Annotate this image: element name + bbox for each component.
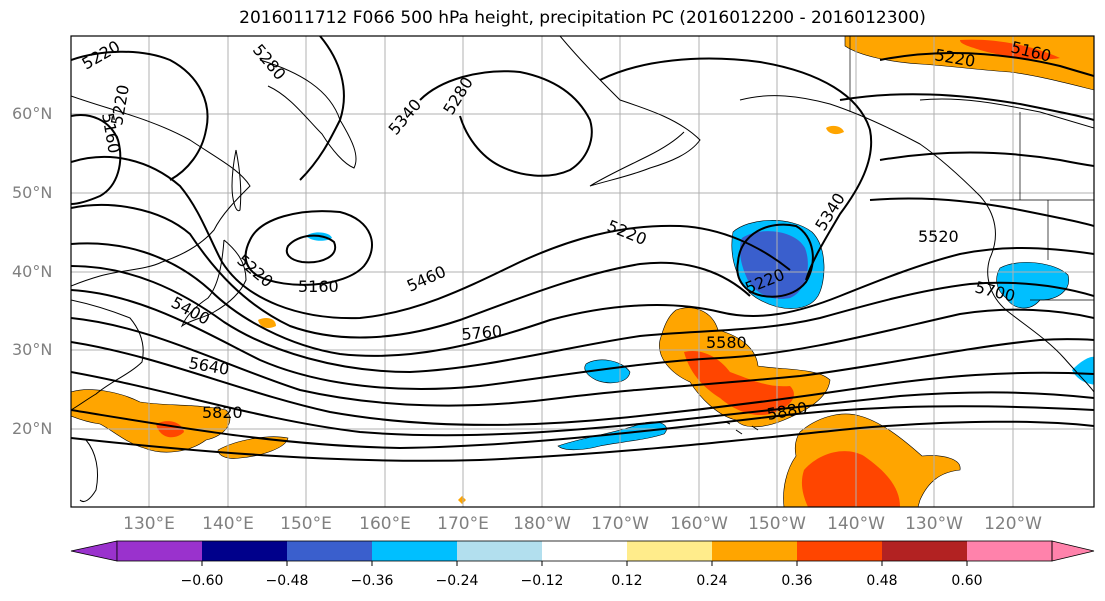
lon-label: 180°W [513, 514, 571, 534]
precip-shading [71, 36, 1094, 507]
lat-label: 20°N [12, 419, 53, 438]
lat-label: 60°N [12, 104, 53, 123]
map-frame [70, 35, 1095, 508]
coast-china [71, 299, 144, 411]
colorbar [70, 540, 1095, 566]
colorbar-segment [712, 541, 797, 561]
colorbar-tick-label: −0.24 [435, 573, 479, 589]
border-canada-interior [1019, 112, 1049, 260]
coastlines [71, 36, 1094, 503]
lon-label: 130°E [123, 514, 175, 534]
lat-label: 30°N [12, 340, 53, 359]
colorbar-segment [797, 541, 882, 561]
contour-label: 5580 [706, 333, 747, 352]
lon-label: 120°W [984, 514, 1042, 534]
colorbar-segment [117, 541, 202, 561]
colorbar-tick-label: 0.12 [611, 573, 643, 589]
colorbar-segment [882, 541, 967, 561]
contour-label: 5760 [461, 322, 503, 344]
colorbar-segment [627, 541, 712, 561]
colorbar-segment [457, 541, 542, 561]
coast-kamchatka [259, 59, 357, 169]
coast-sakhalin [231, 149, 242, 212]
colorbar-segment [202, 541, 287, 561]
coast-north-canada [919, 98, 1094, 129]
colorbar-segment [967, 541, 1052, 561]
coast-japan [180, 239, 247, 328]
colorbar-segment [287, 541, 372, 561]
colorbar-tick-label: −0.60 [180, 573, 224, 589]
map-panel: 5220 5280 5220 5160 5340 5280 5220 5160 … [71, 36, 1094, 507]
pos-anomaly-plume-core [684, 350, 794, 416]
coast-gulf-alaska [739, 95, 1094, 393]
contour-label: 5520 [918, 227, 959, 246]
lon-label: 170°W [591, 514, 649, 534]
colorbar-segment [542, 541, 627, 561]
lat-label: 40°N [12, 262, 53, 281]
pos-anomaly-southeast-core [801, 451, 900, 507]
colorbar-arrow-left [70, 540, 118, 562]
lat-label: 50°N [12, 183, 53, 202]
coast-asia [71, 95, 251, 287]
colorbar-tick-label: 0.36 [781, 573, 813, 589]
lon-label: 140°W [827, 514, 885, 534]
colorbar-tick-label: −0.12 [520, 573, 564, 589]
colorbar-tick-label: −0.36 [350, 573, 394, 589]
neg-anomaly-baja [1072, 356, 1094, 385]
lon-label: 150°W [748, 514, 806, 534]
lon-label: 140°E [202, 514, 254, 534]
contour-label: 5820 [202, 403, 243, 422]
colorbar-tick-label: 0.48 [866, 573, 898, 589]
colorbar-tick-label: 0.24 [696, 573, 728, 589]
contour-low-e [736, 223, 814, 298]
lon-label: 170°E [437, 514, 489, 534]
pos-anomaly-westpac [71, 389, 231, 453]
height-contours [71, 36, 1094, 462]
coast-philippines [79, 439, 99, 503]
lon-label: 160°W [670, 514, 728, 534]
coast-alaska [559, 36, 701, 187]
lon-label: 150°E [280, 514, 332, 534]
colorbar-arrow-right [1051, 540, 1095, 562]
contour-low-w [244, 210, 373, 286]
contour-label: 5160 [298, 277, 339, 296]
lon-label: 130°W [905, 514, 963, 534]
colorbar-outline [116, 540, 1053, 562]
neg-anomaly-central [584, 359, 631, 384]
colorbar-segment [372, 541, 457, 561]
lon-label: 160°E [359, 514, 411, 534]
map-title: 2016011712 F066 500 hPa height, precipit… [239, 8, 926, 28]
colorbar-tick-label: −0.48 [265, 573, 309, 589]
colorbar-tick-label: 0.60 [951, 573, 983, 589]
